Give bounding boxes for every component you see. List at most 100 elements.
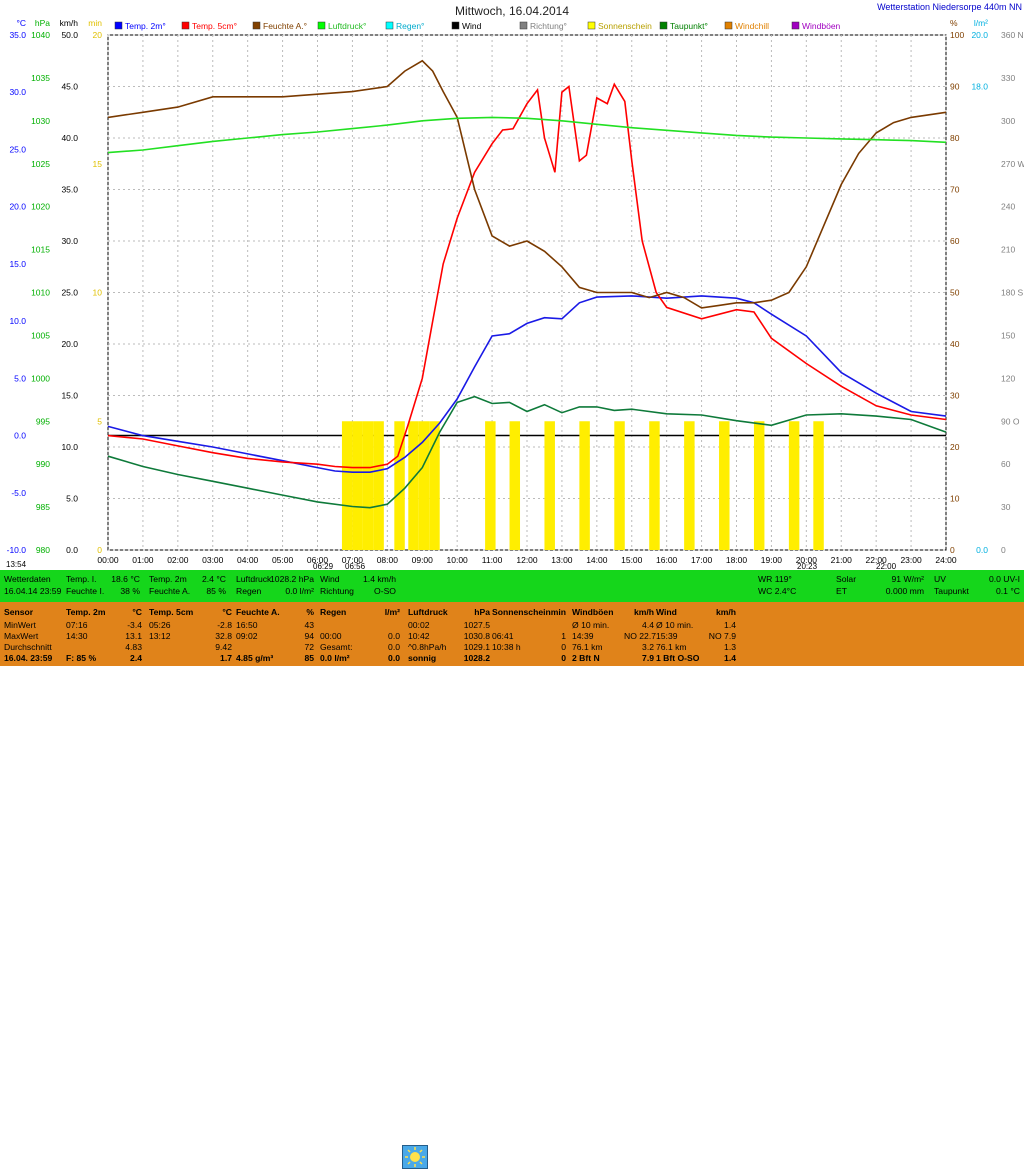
stats-cell: 85	[304, 653, 314, 663]
axis-tick-label: 270 W	[1001, 159, 1024, 169]
x-tick-label: 17:00	[691, 555, 713, 565]
stats-cell: Windböen	[572, 607, 614, 617]
axis-tick-label: 40	[950, 339, 960, 349]
stats-cell: Ø 10 min.	[656, 620, 694, 630]
axis-tick-label: 10.0	[9, 316, 26, 326]
axis-tick-label: 1030	[31, 116, 50, 126]
legend-entry: Windchill	[735, 21, 769, 31]
axis-tick-label: 1025	[31, 159, 50, 169]
x-tick-label: 02:00	[167, 555, 189, 565]
axis-tick-label: 15.0	[61, 391, 78, 401]
stats-cell: 0.0	[388, 631, 400, 641]
axis-tick-label: 20	[93, 30, 103, 40]
current-timestamp: 16.04.14 23:59	[4, 586, 62, 596]
wind-value: 1.4 km/h	[363, 574, 396, 584]
x-tick-label: 01:00	[132, 555, 154, 565]
stats-cell: 1.4	[724, 653, 736, 663]
legend-entry: Regen°	[396, 21, 424, 31]
axis-tick-label: 5.0	[66, 494, 78, 504]
axis-tick-label: 1015	[31, 245, 50, 255]
solar-label: Solar	[836, 574, 857, 584]
axis-unit-label: °C	[16, 18, 26, 28]
series-line	[107, 82, 947, 469]
time-annotation: 06:56	[345, 562, 366, 570]
sunshine-bar	[362, 421, 374, 550]
legend-swatch	[385, 21, 394, 30]
axis-tick-label: 1020	[31, 202, 50, 212]
legend-swatch	[587, 21, 596, 30]
stats-cell: 1.3	[724, 642, 736, 652]
stats-cell: 1 Bft O-SO	[656, 653, 700, 663]
x-tick-label: 20:00	[796, 555, 818, 565]
stats-cell: 4.83	[125, 642, 142, 652]
x-tick-label: 06:00	[307, 555, 329, 565]
axis-unit-label: %	[950, 18, 958, 28]
sunshine-bar	[579, 421, 590, 550]
temp-2m-value: 2.4 °C	[202, 574, 226, 584]
stats-cell: Sonnenschein	[492, 607, 551, 617]
stats-cell: 1	[561, 631, 566, 641]
stats-cell: 3.2	[642, 642, 654, 652]
stats-cell: 76.1 km	[656, 642, 687, 652]
axis-tick-label: 90	[950, 82, 960, 92]
sunshine-bar	[788, 421, 800, 550]
axis-tick-label: 995	[36, 416, 50, 426]
station-label: Wetterstation Niedersorpe 440m NN	[877, 2, 1022, 12]
weather-chart: Mittwoch, 16.04.2014 Wetterstation Niede…	[0, 0, 1024, 570]
stats-cell: Temp. 2m	[66, 607, 106, 617]
stats-cell: 05:26	[149, 620, 171, 630]
stats-cell: 0.0 l/m²	[320, 653, 350, 663]
axis-tick-label: 5.0	[14, 373, 26, 383]
stats-cell: Sensor	[4, 607, 34, 617]
axis-unit-label: hPa	[35, 18, 50, 28]
sunshine-bar	[352, 421, 363, 550]
stats-cell: 06:41	[492, 631, 514, 641]
pressure-value: 1028.2 hPa	[270, 574, 314, 584]
chart-title: Mittwoch, 16.04.2014	[455, 4, 569, 18]
axis-unit-label: l/m²	[974, 18, 988, 28]
direction-value: O-SO	[374, 586, 396, 596]
axis-tick-label: 10.0	[61, 442, 78, 452]
sunshine-bar	[429, 421, 440, 550]
legend-entry: Temp. 2m°	[125, 21, 166, 31]
stats-cell: °C	[132, 607, 142, 617]
direction-label: Richtung	[320, 586, 354, 596]
legend-entry: Windböen	[802, 21, 841, 31]
axis-tick-label: 35.0	[9, 30, 26, 40]
stats-cell: 1027.5	[463, 620, 490, 630]
plot-area	[107, 34, 947, 551]
stats-cell: 0	[561, 642, 566, 652]
x-tick-label: 15:00	[621, 555, 643, 565]
wind-direction-reading: WR 119°	[758, 574, 792, 584]
axis-tick-label: 1000	[31, 373, 50, 383]
axis-tick-label: 70	[950, 185, 960, 195]
axis-tick-label: 90 O	[1001, 416, 1020, 426]
axis-tick-label: 20.0	[9, 202, 26, 212]
et-label: ET	[836, 586, 847, 596]
x-tick-label: 22:00	[866, 555, 888, 565]
sunshine-bar	[753, 421, 765, 550]
stats-cell: 1028.2	[463, 653, 490, 663]
stats-cell: hPa	[474, 607, 490, 617]
axis-tick-label: 5	[97, 416, 102, 426]
axis-tick-label: 10	[93, 288, 103, 298]
dewpoint-value: 0.1 °C	[996, 586, 1020, 596]
stats-cell: 16.04. 23:59	[4, 653, 53, 663]
stats-cell: 43	[304, 620, 314, 630]
axis-tick-label: 360 N	[1001, 30, 1024, 40]
sunshine-bar	[341, 421, 353, 550]
legend-entry: Temp. 5cm°	[192, 21, 237, 31]
x-tick-label: 13:00	[551, 555, 573, 565]
axis-tick-label: 120	[1001, 373, 1015, 383]
axis-tick-label: 15	[93, 159, 103, 169]
time-annotation: 06:29	[313, 562, 334, 570]
legend-entry: Richtung°	[530, 21, 567, 31]
sunshine-bar	[719, 421, 730, 550]
axis-tick-label: 10	[950, 494, 960, 504]
stats-cell: MinWert	[4, 620, 36, 630]
axis-tick-label: 330	[1001, 73, 1015, 83]
stats-cell: 2 Bft N	[572, 653, 600, 663]
axis-tick-label: 20.0	[971, 30, 988, 40]
axis-unit-label: km/h	[60, 18, 79, 28]
stats-cell: NO 22.7	[624, 631, 657, 641]
